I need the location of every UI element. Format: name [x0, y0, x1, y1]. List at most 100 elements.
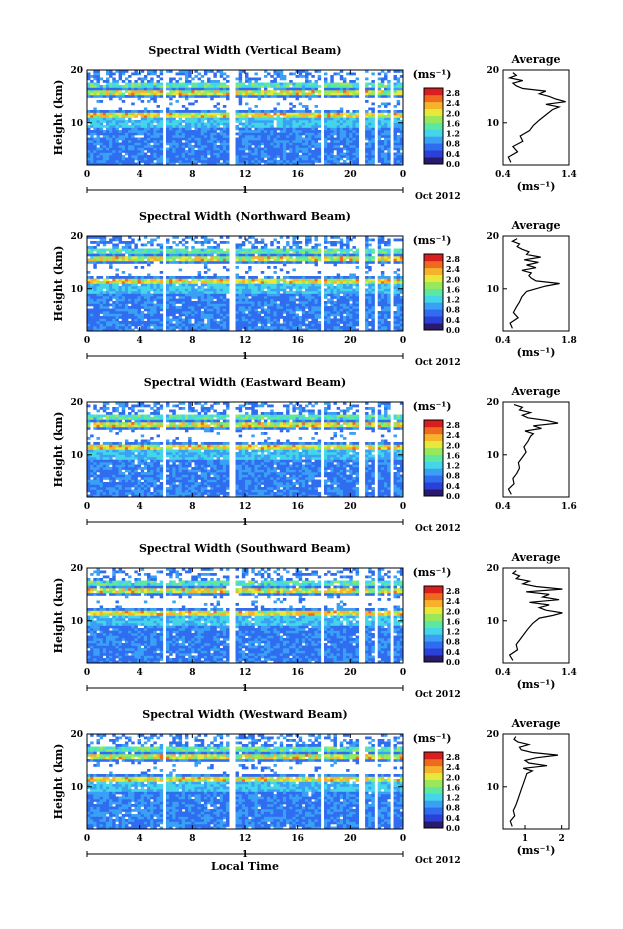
heatmap-cell [210, 90, 214, 93]
heatmap-cell [143, 117, 148, 121]
heatmap-cell [286, 256, 290, 259]
heatmap-cell [365, 125, 369, 128]
heatmap-cell [191, 316, 195, 319]
heatmap-cell [305, 105, 309, 108]
heatmap-cell [197, 127, 202, 131]
heatmap-cell [298, 130, 303, 133]
heatmap-cell [226, 92, 230, 96]
heatmap-cell [251, 90, 255, 93]
heatmap-cell [172, 248, 176, 252]
heatmap-cell [178, 288, 183, 292]
heatmap-cell [147, 162, 151, 166]
heatmap-cell [188, 291, 192, 294]
heatmap-cell [134, 293, 138, 297]
heatmap-cells [87, 236, 404, 332]
heatmap-cell [156, 328, 160, 332]
heatmap-cell [172, 85, 176, 88]
heatmap-cell [156, 306, 160, 309]
heatmap-cell [263, 316, 268, 319]
heatmap-cell [210, 256, 214, 259]
heatmap-cell [169, 70, 173, 73]
heatmap-cell [260, 155, 265, 158]
heatmap-cell [181, 92, 186, 96]
heatmap-cell [87, 321, 91, 324]
heatmap-cell [105, 328, 110, 332]
heatmap-cell [257, 155, 262, 158]
heatmap-cell [399, 145, 404, 148]
heatmap-cell [219, 112, 224, 116]
heatmap-cell [188, 150, 192, 153]
heatmap-cell [102, 243, 107, 247]
heatmap-cell [216, 92, 221, 96]
heatmap-cell [172, 293, 176, 297]
heatmap-cell [222, 127, 227, 131]
heatmap-cell [260, 286, 265, 289]
heatmap-cell [289, 82, 293, 86]
heatmap-cell [301, 122, 306, 126]
heatmap-cell [365, 137, 369, 141]
heatmap-cell [147, 70, 151, 73]
heatmap-cell [352, 147, 356, 151]
heatmap-cell [128, 301, 132, 304]
heatmap-cell [143, 308, 148, 312]
heatmap-cell [377, 85, 382, 88]
heatmap-cell [267, 326, 271, 329]
heatmap-cell [241, 160, 246, 163]
heatmap-cell [226, 115, 230, 118]
heatmap-cell [197, 142, 202, 146]
heatmap-cell [355, 127, 360, 131]
heatmap-cell [150, 137, 154, 141]
heatmap-cell [314, 238, 318, 242]
heatmap-cell [87, 251, 91, 254]
heatmap-cell [311, 308, 315, 312]
heatmap-cell [105, 258, 110, 262]
heatmap-cell [305, 283, 309, 287]
heatmap-cell [184, 321, 189, 324]
heatmap-cell [387, 152, 391, 156]
heatmap-cell [279, 162, 284, 166]
heatmap-cell [263, 152, 268, 156]
heatmap-cell [99, 132, 104, 136]
heatmap-cell [251, 236, 255, 239]
heatmap-cell [339, 122, 344, 126]
heatmap-cell [257, 85, 262, 88]
heatmap-cell [308, 150, 312, 153]
heatmap-cell [380, 150, 385, 153]
heatmap-cell [131, 288, 135, 292]
heatmap-cell [270, 85, 274, 88]
heatmap-cell [298, 132, 303, 136]
heatmap-cell [121, 160, 126, 163]
heatmap-cell [289, 246, 293, 249]
heatmap-cell [159, 276, 164, 279]
heatmap-cell [346, 157, 350, 161]
heatmap-cell [210, 276, 214, 279]
heatmap-cell [226, 316, 230, 319]
heatmap-cell [267, 298, 271, 302]
heatmap-cell [109, 318, 113, 322]
heatmap-cell [124, 241, 129, 244]
heatmap-cell [134, 70, 138, 73]
heatmap-cell [273, 298, 277, 302]
heatmap-cell [267, 147, 271, 151]
heatmap-cell [99, 120, 104, 123]
heatmap-cell [115, 281, 119, 284]
heatmap-cell [172, 87, 176, 91]
heatmap-cell [371, 110, 375, 113]
heatmap-cell [159, 253, 164, 257]
heatmap-cell [241, 147, 246, 151]
heatmap-cell [365, 160, 369, 163]
heatmap-cell [93, 122, 97, 126]
heatmap-cell [282, 308, 287, 312]
heatmap-cell [248, 306, 252, 309]
heatmap-cell [235, 157, 239, 161]
heatmap-cell [222, 281, 227, 284]
heatmap-cell [260, 85, 265, 88]
heatmap-cell [387, 157, 391, 161]
heatmap-cell [263, 155, 268, 158]
heatmap-cell [169, 328, 173, 332]
heatmap-cell [248, 291, 252, 294]
heatmap-cell [267, 266, 271, 269]
heatmap-cell [238, 132, 243, 136]
heatmap-cell [118, 162, 123, 166]
heatmap-cell [102, 150, 107, 153]
